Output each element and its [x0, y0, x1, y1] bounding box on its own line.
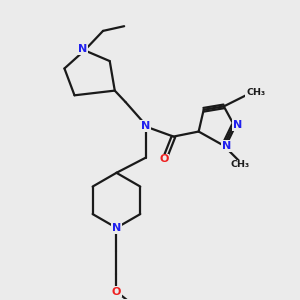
Text: N: N [141, 121, 150, 131]
Text: O: O [159, 154, 168, 164]
Text: N: N [112, 223, 121, 233]
Text: N: N [221, 141, 231, 151]
Text: N: N [233, 120, 242, 130]
Text: N: N [78, 44, 88, 54]
Text: CH₃: CH₃ [230, 160, 249, 169]
Text: O: O [112, 286, 121, 297]
Text: CH₃: CH₃ [246, 88, 265, 98]
